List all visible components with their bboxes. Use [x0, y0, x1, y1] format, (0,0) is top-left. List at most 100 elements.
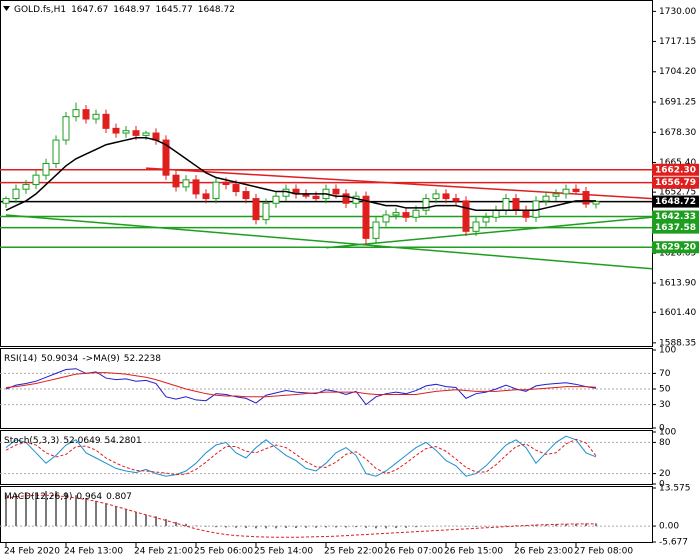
y-tick-label: 1717.15 [659, 37, 696, 47]
y-tick-label: 1678.30 [659, 128, 696, 138]
trendline [325, 216, 653, 249]
candle-body [462, 200, 470, 232]
candle-body [102, 113, 110, 129]
candle-body [32, 174, 40, 186]
candle-body [492, 209, 500, 218]
header-value: 1647.67 [71, 5, 108, 15]
y-tick-label: 0 [659, 480, 665, 490]
indicator-name: MACD(12,26,9) [4, 492, 72, 502]
header-value: 1648.72 [198, 5, 235, 15]
x-tick-label: 24 Feb 13:00 [64, 547, 123, 557]
candle-body [132, 130, 140, 136]
chart-header: GOLD.fs,H1 1647.67 1648.97 1645.77 1648.72 [14, 5, 235, 15]
candle-body [122, 130, 130, 134]
price-label: 1648.72 [655, 197, 696, 207]
price-label: 1642.33 [655, 212, 696, 222]
x-tick-label: 25 Feb 22:00 [324, 547, 383, 557]
y-tick-label: 1601.40 [659, 308, 696, 318]
indicator-value: 50.9034 [41, 354, 78, 364]
candle-body [2, 198, 10, 204]
candle-body [92, 113, 100, 120]
x-tick-label: 24 Feb 2020 [4, 547, 60, 557]
candle-body [162, 139, 170, 176]
candle-body [272, 195, 280, 204]
indicator-line [5, 372, 597, 398]
candle-body [242, 191, 250, 200]
x-tick-label: 26 Feb 07:00 [384, 547, 443, 557]
candle-body [82, 109, 90, 120]
candle-body [202, 193, 210, 200]
legend-name: ->MA(9) [82, 354, 119, 364]
indicator-value: 0.807 [106, 492, 132, 502]
indicator-value: 54.2801 [105, 436, 142, 446]
indicator-line [5, 368, 597, 406]
candle-body [522, 209, 530, 218]
candle-body [212, 181, 220, 200]
y-tick-label: 80 [659, 438, 671, 448]
candle-body [12, 188, 20, 200]
candle-body [332, 188, 340, 195]
candle-body [342, 193, 350, 204]
y-tick-label: 1626.65 [659, 249, 696, 259]
candle-body [542, 195, 550, 202]
candle-body [222, 181, 230, 186]
candle-body [582, 191, 590, 205]
y-tick-label: 1665.40 [659, 158, 696, 168]
candle-body [472, 221, 480, 232]
price-label-box [652, 210, 699, 223]
candle-body [52, 139, 60, 164]
price-label-box [652, 241, 699, 254]
y-tick-label: 1704.20 [659, 67, 696, 77]
candle-body [562, 188, 570, 195]
indicator-value: 52.2238 [124, 354, 161, 364]
candle-body [192, 179, 200, 195]
y-tick-label: 0 [659, 424, 665, 434]
candle-body [552, 193, 560, 197]
x-tick-label: 24 Feb 21:00 [134, 547, 193, 557]
candle-body [412, 209, 420, 218]
moving-average [5, 136, 596, 212]
trendline [5, 214, 653, 270]
candle-body [592, 201, 600, 205]
signal-line [5, 494, 597, 538]
candle-body [372, 221, 380, 239]
indicator-value: 0.964 [76, 492, 102, 502]
candle-body [232, 184, 240, 193]
candle-body [512, 198, 520, 211]
y-tick-label: 70 [659, 369, 671, 379]
y-tick-label: 1652.75 [659, 188, 696, 198]
candle-body [22, 184, 30, 190]
candle-body [142, 132, 150, 136]
candle-body [482, 216, 490, 223]
y-tick-label: 30 [659, 400, 671, 410]
candle-body [442, 193, 450, 200]
candle-body [112, 127, 120, 134]
x-tick-label: 27 Feb 08:00 [574, 547, 633, 557]
indicator-title: MACD(12,26,9) 0.964 0.807 [4, 492, 132, 502]
indicator-line [5, 435, 597, 477]
y-tick-label: -5.677 [659, 538, 688, 548]
x-tick-label: 26 Feb 15:00 [444, 547, 503, 557]
price-label: 1662.30 [655, 165, 696, 175]
indicator-title: Stoch(5,3,3) 52.0649 54.2801 [4, 436, 142, 446]
candle-body [402, 212, 410, 218]
candle-body [432, 193, 440, 200]
candle-body [572, 188, 580, 193]
candle-body [72, 109, 80, 118]
price-label: 1637.58 [655, 223, 696, 233]
price-label-box [652, 221, 699, 234]
candle-body [182, 179, 190, 188]
y-tick-label: 100 [659, 428, 676, 438]
indicator-name: Stoch(5,3,3) [4, 436, 59, 446]
y-tick-label: 1613.90 [659, 279, 696, 289]
price-label-box [652, 195, 699, 208]
candle-body [62, 116, 70, 141]
y-tick-label: 1730.00 [659, 7, 696, 17]
panel-frame [0, 430, 653, 485]
y-tick-label: 13.575 [659, 484, 691, 494]
indicator-name: RSI(14) [4, 354, 37, 364]
candle-body [252, 198, 260, 221]
x-tick-label: 26 Feb 23:00 [514, 547, 573, 557]
